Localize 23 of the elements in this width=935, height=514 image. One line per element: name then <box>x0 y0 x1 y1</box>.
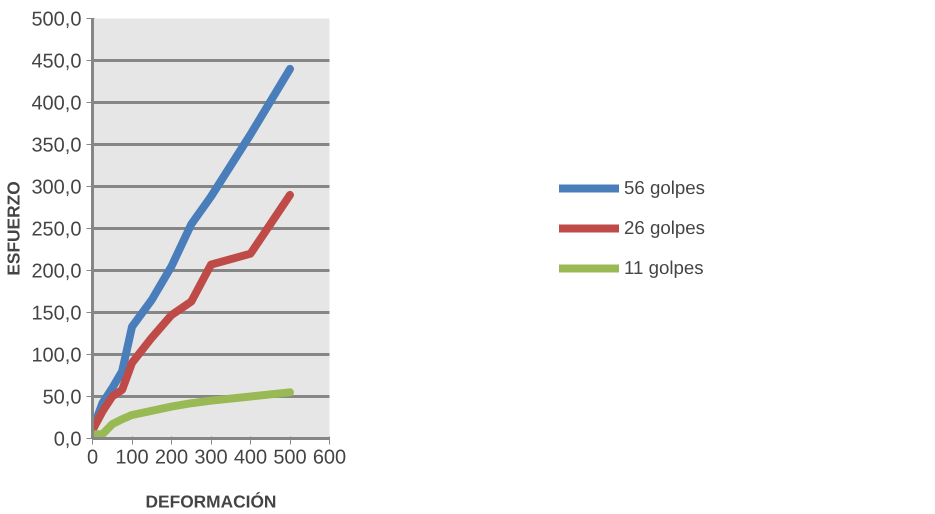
legend-label: 56 golpes <box>624 177 705 199</box>
y-tick-label: 200,0 <box>31 260 82 282</box>
x-tick-label: 0 <box>86 446 98 468</box>
y-axis-title: ESFUERZO <box>3 181 24 276</box>
y-tick-label: 150,0 <box>31 302 82 324</box>
x-tick-label: 500 <box>273 446 307 468</box>
x-tick-label: 100 <box>115 446 149 468</box>
x-tick-label: 400 <box>234 446 268 468</box>
y-tick-label: 100,0 <box>31 344 82 366</box>
y-tick-label: 350,0 <box>31 134 82 156</box>
y-tick-label: 250,0 <box>31 218 82 240</box>
y-tick-label: 300,0 <box>31 176 82 198</box>
y-tick-label: 0,0 <box>54 428 82 450</box>
legend-label: 11 golpes <box>624 257 704 279</box>
y-tick-label: 450,0 <box>31 50 82 72</box>
x-axis-title: DEFORMACIÓN <box>146 492 276 512</box>
y-tick-label: 50,0 <box>42 386 82 408</box>
legend-label: 26 golpes <box>624 217 705 239</box>
x-tick-label: 600 <box>312 446 346 468</box>
x-tick-label: 300 <box>194 446 228 468</box>
y-tick-label: 500,0 <box>31 8 82 30</box>
y-tick-label: 400,0 <box>31 92 82 114</box>
x-tick-label: 200 <box>154 446 188 468</box>
